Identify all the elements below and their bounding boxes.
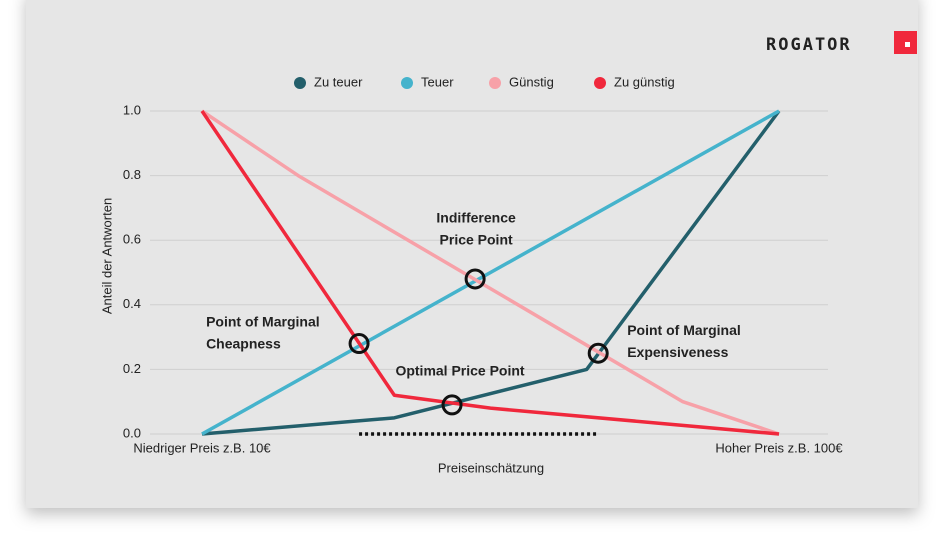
legend-label: Teuer bbox=[421, 74, 454, 89]
annotation-point bbox=[441, 394, 463, 416]
annotation-label: Price Point bbox=[440, 232, 513, 248]
annotation-label: Expensiveness bbox=[627, 344, 728, 360]
y-tick-label: 0.0 bbox=[123, 425, 141, 440]
annotation-label: Indifference bbox=[436, 210, 516, 226]
series-line bbox=[201, 109, 780, 436]
y-tick-label: 1.0 bbox=[123, 102, 141, 117]
x-tick-label: Hoher Preis z.B. 100€ bbox=[715, 440, 843, 455]
logo-dot bbox=[905, 42, 910, 47]
legend-marker bbox=[401, 77, 413, 89]
annotation-label: Cheapness bbox=[206, 335, 281, 351]
annotation-point bbox=[348, 333, 370, 355]
legend-label: Zu günstig bbox=[614, 74, 675, 89]
card bbox=[26, 0, 918, 508]
x-axis-label: Preiseinschätzung bbox=[438, 460, 544, 475]
y-tick-label: 0.4 bbox=[123, 296, 141, 311]
x-tick-label: Niedriger Preis z.B. 10€ bbox=[133, 440, 271, 455]
y-tick-label: 0.2 bbox=[123, 361, 141, 376]
legend-marker bbox=[594, 77, 606, 89]
annotation-label: Point of Marginal bbox=[206, 313, 320, 329]
annotation-label: Point of Marginal bbox=[627, 322, 741, 338]
legend-label: Zu teuer bbox=[314, 74, 363, 89]
legend-marker bbox=[489, 77, 501, 89]
series-line bbox=[201, 109, 780, 436]
legend-label: Günstig bbox=[509, 74, 554, 89]
y-tick-label: 0.8 bbox=[123, 167, 141, 182]
annotation-point bbox=[587, 342, 609, 364]
annotation-label: Optimal Price Point bbox=[395, 363, 524, 379]
logo: ROGATOR bbox=[766, 35, 852, 55]
series-line bbox=[201, 109, 781, 436]
annotation-point bbox=[464, 268, 486, 290]
y-axis-label: Anteil der Antworten bbox=[99, 198, 114, 314]
legend-marker bbox=[294, 77, 306, 89]
y-tick-label: 0.6 bbox=[123, 232, 141, 247]
